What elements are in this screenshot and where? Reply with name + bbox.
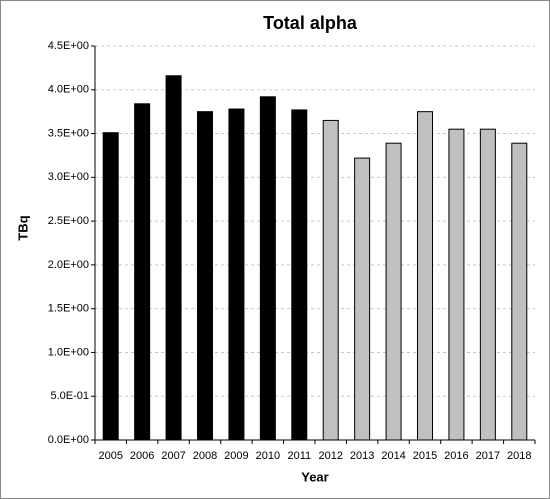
y-tick-label: 1.0E+00 [48, 346, 89, 358]
y-axis-label: TBq [15, 215, 30, 240]
y-tick-label: 5.0E-01 [50, 390, 89, 402]
y-tick-label: 4.0E+00 [48, 84, 89, 96]
bar [259, 96, 276, 441]
x-tick-label: 2013 [350, 450, 374, 462]
y-tick-label: 4.5E+00 [48, 40, 89, 52]
bar [511, 142, 528, 441]
bar [354, 157, 371, 441]
chart-title: Total alpha [263, 13, 358, 33]
x-tick-label: 2011 [287, 450, 311, 462]
bar [291, 109, 308, 441]
x-tick-label: 2012 [318, 450, 342, 462]
x-tick-label: 2006 [130, 450, 154, 462]
bar [417, 111, 433, 441]
x-tick-label: 2014 [381, 450, 405, 462]
bar [134, 103, 151, 441]
bar [448, 128, 465, 441]
bar [228, 108, 245, 441]
x-tick-label: 2005 [98, 450, 122, 462]
y-tick-label: 1.5E+00 [48, 303, 89, 315]
bar [479, 128, 496, 441]
x-tick-label: 2008 [193, 450, 217, 462]
x-tick-label: 2017 [476, 450, 500, 462]
bar [322, 119, 339, 441]
bar [102, 132, 119, 441]
y-tick-label: 2.5E+00 [48, 215, 89, 227]
bar [197, 111, 213, 441]
x-axis-label: Year [301, 469, 328, 484]
y-tick-label: 2.0E+00 [48, 259, 89, 271]
x-tick-label: 2016 [444, 450, 468, 462]
bar [385, 142, 402, 441]
y-tick-label: 3.0E+00 [48, 171, 89, 183]
x-tick-label: 2018 [507, 450, 531, 462]
x-tick-label: 2015 [413, 450, 437, 462]
y-tick-label: 0.0E+00 [48, 434, 89, 446]
x-tick-label: 2010 [256, 450, 280, 462]
x-tick-label: 2007 [161, 450, 185, 462]
x-tick-label: 2009 [224, 450, 248, 462]
bar [165, 75, 182, 441]
y-tick-label: 3.5E+00 [48, 127, 89, 139]
